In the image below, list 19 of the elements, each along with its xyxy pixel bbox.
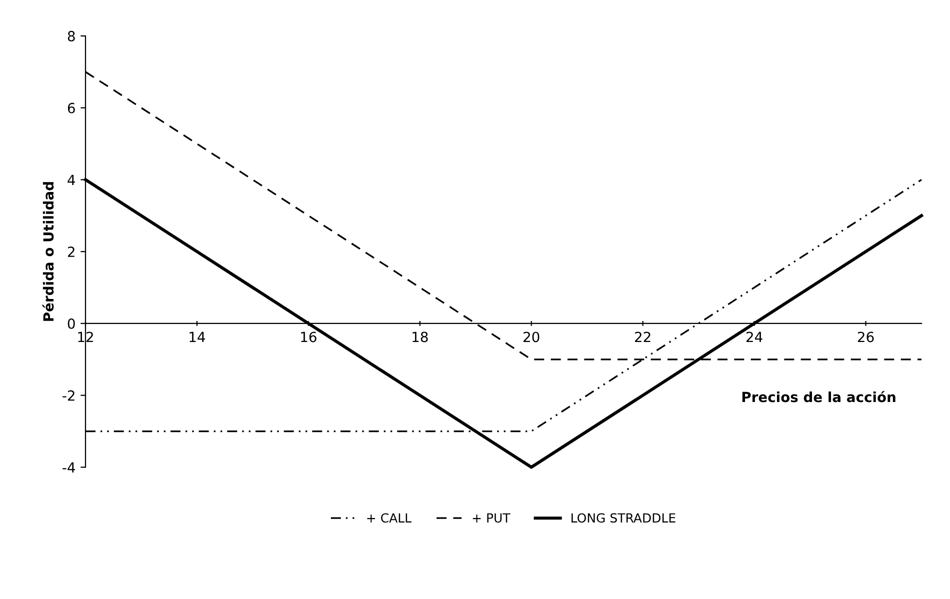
y-tick-label: -4	[62, 462, 75, 472]
y-tick-label: 6	[68, 102, 75, 114]
x-tick-label: 18	[412, 332, 428, 342]
y-tick-label: -2	[62, 390, 74, 401]
legend-label: + CALL	[367, 513, 412, 523]
x-tick-label: 22	[635, 332, 650, 342]
x-tick-label: 20	[524, 332, 540, 342]
y-axis-title: Pérdida o Utilidad	[42, 182, 54, 321]
x-tick-label: 14	[190, 332, 206, 342]
x-tick-label: 16	[301, 332, 316, 342]
x-tick-label: 24	[746, 332, 762, 342]
y-tick-label: 0	[68, 318, 75, 329]
x-axis-title: Precios de la acción	[742, 390, 896, 402]
legend-label: + PUT	[472, 513, 510, 523]
x-tick-label: 26	[858, 332, 874, 342]
y-tick-label: 4	[68, 174, 75, 185]
y-tick-label: 8	[68, 30, 75, 42]
legend-label: LONG STRADDLE	[572, 513, 676, 523]
y-tick-label: 2	[68, 246, 74, 257]
